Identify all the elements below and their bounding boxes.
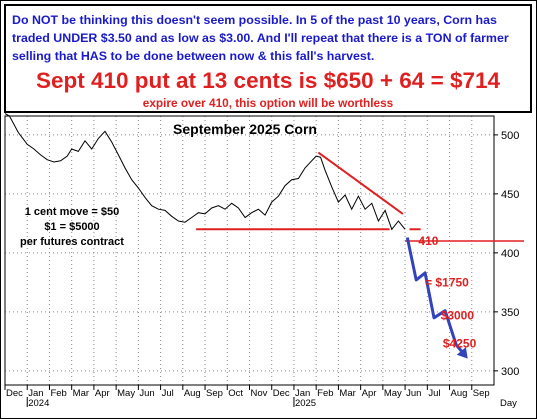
contract-note: 1 cent move = $50 $1 = $5000 per futures… xyxy=(20,206,124,248)
x-tick-label: Sep xyxy=(473,388,490,399)
corn-price-chart: September 2025 Corn 410 = $1750 $3000 $4250… xyxy=(4,113,524,409)
x-tick-label: Nov xyxy=(251,388,268,399)
x-tick-label: Apr xyxy=(95,388,110,399)
x-axis-unit: Day xyxy=(500,398,517,409)
expiry-note: expire over 410, this option will be wor… xyxy=(142,96,394,110)
y-tick-label: 300 xyxy=(501,366,519,378)
y-tick-label: 500 xyxy=(501,130,519,142)
chart-title: September 2025 Corn xyxy=(173,121,317,137)
projection-arrowhead xyxy=(456,347,468,359)
x-tick-label: Jun xyxy=(406,388,421,399)
level-label: $4250 xyxy=(443,337,477,351)
x-tick-label: Jul xyxy=(162,388,174,399)
x-tick-label: Sep xyxy=(206,388,223,399)
level-label: = $1750 xyxy=(425,275,469,289)
grid xyxy=(5,116,494,385)
downtrend-line xyxy=(317,151,404,215)
x-tick-label: Apr xyxy=(362,388,377,399)
y-tick-label: 400 xyxy=(501,248,519,260)
x-tick-label: Dec xyxy=(273,388,290,399)
y-tick-label: 450 xyxy=(501,189,519,201)
x-tick-label: Mar xyxy=(339,388,355,399)
level-label: 410 xyxy=(418,234,438,248)
x-tick-label: Jul xyxy=(428,388,440,399)
x-tick-label: Feb xyxy=(317,388,333,399)
x-tick-label: Mar xyxy=(73,388,89,399)
price-series-line xyxy=(4,113,406,231)
x-tick-label: May xyxy=(384,388,402,399)
projection-path xyxy=(405,237,467,357)
commentary-text: Do NOT be thinking this doesn't seem pos… xyxy=(12,13,509,63)
x-axis: Dec Jan Feb Mar Apr May Jun Jul Aug Sep Oct Nov Dec J… xyxy=(4,385,517,409)
x-tick-label: Aug xyxy=(451,388,468,399)
note-line: $1 = $5000 xyxy=(44,221,99,233)
x-tick-label: Feb xyxy=(50,388,66,399)
x-year-label: 2025 xyxy=(295,398,316,409)
option-cost-headline: Sept 410 put at 13 cents is $650 + 64 = … xyxy=(35,68,501,93)
note-line: per futures contract xyxy=(20,236,124,248)
x-tick-label: Jan xyxy=(28,388,43,399)
x-year-label: 2024 xyxy=(28,398,49,409)
x-tick-label: Dec xyxy=(6,388,23,399)
commentary-box: Do NOT be thinking this doesn't seem pos… xyxy=(4,4,532,113)
x-tick-label: Aug xyxy=(184,388,201,399)
level-label: $3000 xyxy=(441,308,475,322)
level-labels: 410 = $1750 $3000 $4250 xyxy=(418,234,476,351)
y-tick-label: 350 xyxy=(501,307,519,319)
x-tick-label: Jan xyxy=(295,388,310,399)
x-tick-label: May xyxy=(117,388,135,399)
note-line: 1 cent move = $50 xyxy=(25,206,119,218)
y-axis: 300 350 400 450 500 xyxy=(494,130,519,378)
x-tick-label: Jun xyxy=(139,388,154,399)
x-tick-label: Oct xyxy=(228,388,243,399)
